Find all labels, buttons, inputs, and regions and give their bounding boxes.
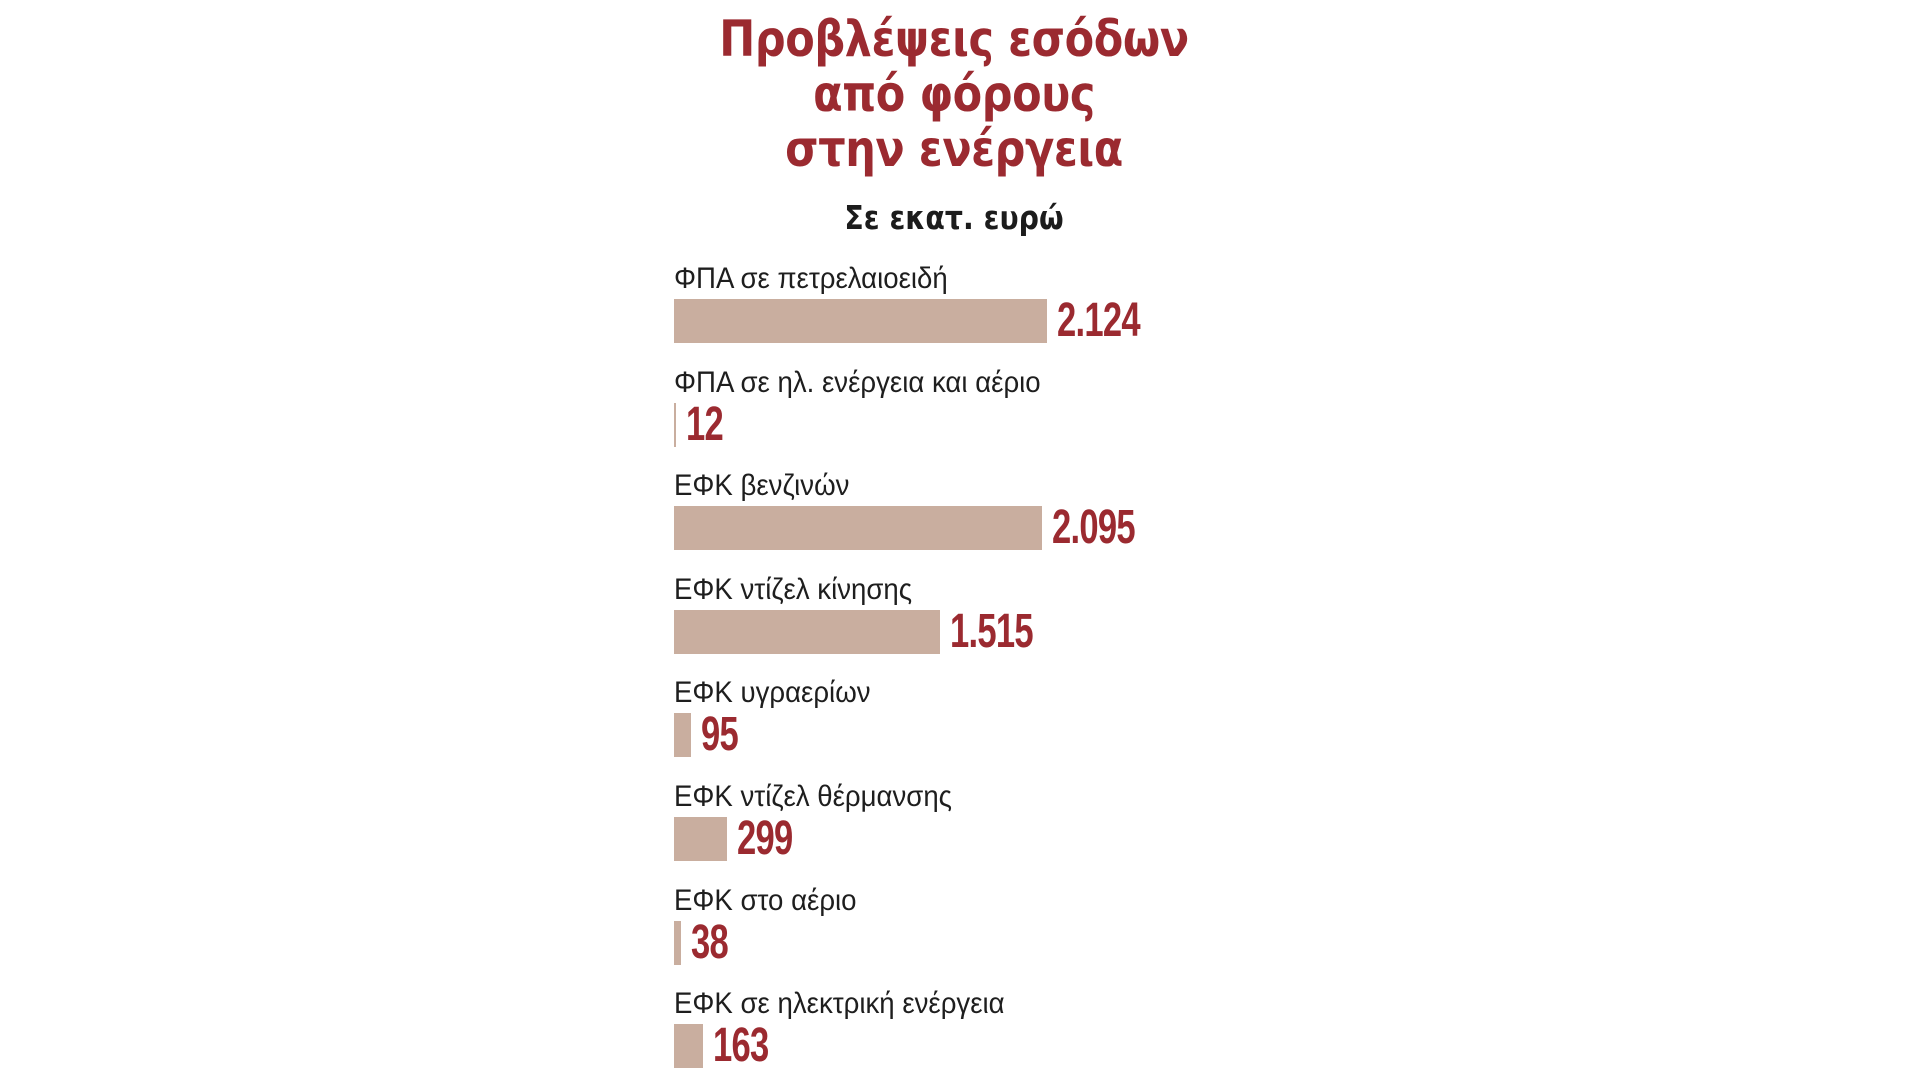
bar-row: ΕΦΚ βενζινών 2.095 (674, 469, 1374, 573)
bar-label: ΕΦΚ ντίζελ κίνησης (674, 572, 913, 606)
bar (674, 299, 1047, 343)
bar (674, 402, 677, 447)
bar-label: ΕΦΚ υγραερίων (674, 676, 871, 710)
bar-value-label: 95 (700, 708, 739, 762)
title-line-1: Προβλέψεις εσόδων (719, 10, 1189, 68)
bar (674, 713, 691, 758)
bar-row: ΦΠΑ σε ηλ. ενέργεια και αέριο 12 (674, 366, 1374, 470)
bar-label: ΕΦΚ στο αέριο (674, 883, 857, 917)
chart-subtitle: Σε εκατ. ευρώ (844, 198, 1064, 237)
bar-label: ΦΠΑ σε ηλ. ενέργεια και αέριο (674, 365, 1041, 399)
bar-value-label: 2.124 (1057, 294, 1141, 347)
bar-row: ΦΠΑ σε πετρελαιοειδή 2.124 (674, 262, 1374, 366)
bar-value-label: 2.095 (1051, 501, 1136, 555)
bar-label: ΕΦΚ βενζινών (674, 469, 850, 503)
bar-value-label: 38 (690, 915, 729, 969)
bar-value-label: 12 (686, 397, 724, 451)
bar-label: ΦΠΑ σε πετρελαιοειδή (674, 262, 948, 295)
bar-value-label: 163 (712, 1019, 769, 1073)
bar-label: ΕΦΚ σε ηλεκτρική ενέργεια (674, 987, 1005, 1021)
bar-label: ΕΦΚ ντίζελ θέρμανσης (674, 780, 952, 813)
bar-row: ΕΦΚ ντίζελ θέρμανσης 299 (674, 780, 1374, 884)
bar-value-label: 299 (736, 812, 793, 865)
bar (674, 609, 941, 654)
bar (674, 506, 1042, 551)
bar-row: ΕΦΚ στο αέριο 38 (674, 884, 1374, 988)
bar (674, 817, 727, 861)
chart-title: Προβλέψεις εσόδων από φόρους στην ενέργε… (650, 12, 1259, 177)
bar (674, 920, 681, 965)
bar-row: ΕΦΚ σε ηλεκτρική ενέργεια 163 (674, 987, 1374, 1091)
bar-row: ΕΦΚ υγραερίων 95 (674, 676, 1374, 780)
title-line-2: από φόρους (813, 65, 1095, 123)
bar-value-label: 1.515 (950, 604, 1034, 658)
title-line-3: στην ενέργεια (785, 120, 1123, 178)
bar (674, 1024, 703, 1069)
bar-row: ΕΦΚ ντίζελ κίνησης 1.515 (674, 573, 1374, 677)
